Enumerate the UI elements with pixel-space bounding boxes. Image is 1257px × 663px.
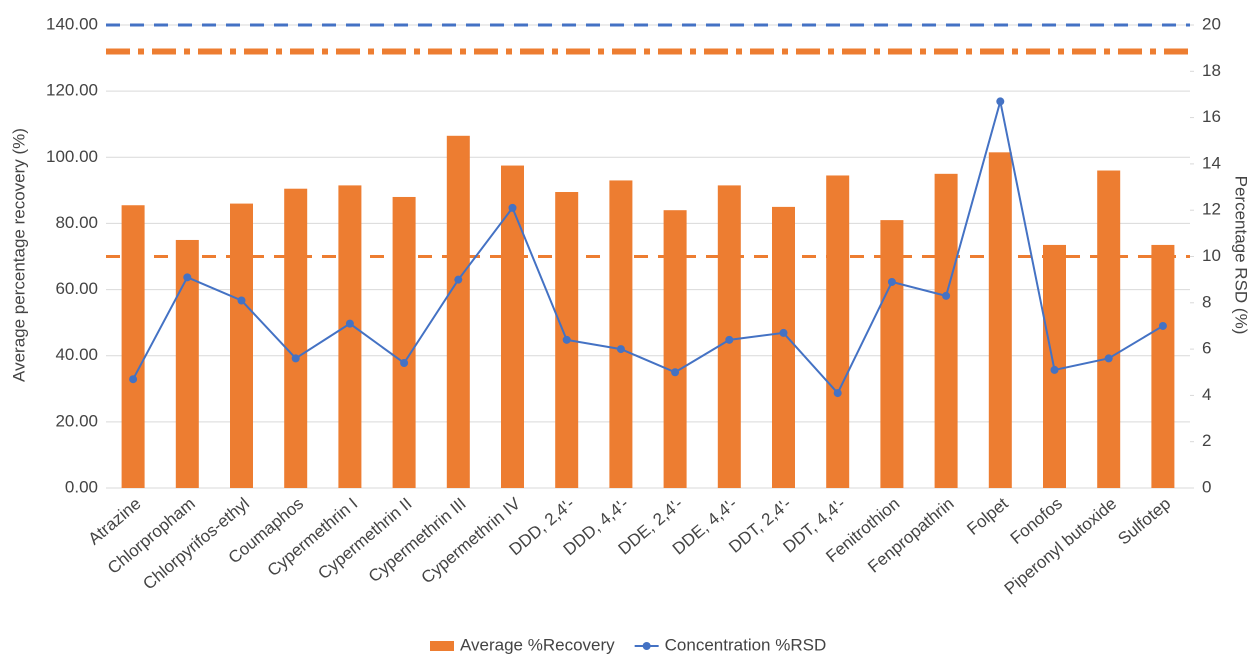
y-tick-label: 140.00 (46, 14, 98, 33)
x-tick-label: Folpet (963, 494, 1012, 539)
bar (663, 210, 687, 488)
y-tick-label: 80.00 (55, 213, 98, 232)
y2-tick-label: 12 (1202, 200, 1221, 219)
line-marker (508, 203, 517, 212)
line-marker (183, 273, 192, 282)
bar (338, 185, 362, 488)
y-tick-label: 0.00 (65, 477, 98, 496)
y2-tick-label: 14 (1202, 153, 1221, 172)
y2-tick-label: 4 (1202, 385, 1211, 404)
legend-swatch (642, 642, 651, 650)
bar (609, 180, 633, 488)
y-tick-label: 100.00 (46, 147, 98, 166)
y-axis-title: Average percentage recovery (%) (9, 128, 28, 382)
line (132, 101, 1164, 395)
line-marker (400, 358, 409, 367)
line-marker (1050, 365, 1059, 374)
line-marker (833, 389, 842, 398)
bar (1097, 170, 1121, 488)
line-marker (454, 275, 463, 284)
bar (501, 165, 524, 488)
bar (934, 173, 958, 489)
x-tick-label: Sulfotep (1114, 494, 1174, 549)
legend-label: Average %Recovery (460, 635, 615, 654)
y-tick-label: 40.00 (55, 345, 98, 364)
y2-tick-label: 18 (1202, 61, 1221, 80)
line-marker (887, 277, 896, 286)
y2-tick-label: 10 (1202, 246, 1221, 265)
line-marker (996, 97, 1005, 106)
bar (988, 152, 1012, 488)
y2-axis-title: Percentage RSD (%) (1232, 176, 1251, 335)
y-tick-label: 20.00 (55, 411, 98, 430)
y-tick-label: 60.00 (55, 279, 98, 298)
y2-tick-label: 6 (1202, 339, 1211, 358)
line-marker (562, 335, 571, 344)
line-marker (237, 296, 246, 305)
y2-tick-label: 2 (1202, 431, 1211, 450)
line-marker (616, 345, 625, 354)
y2-tick-label: 16 (1202, 107, 1221, 126)
bar (121, 205, 145, 488)
legend-label: Concentration %RSD (665, 635, 827, 654)
line-marker (725, 335, 734, 344)
x-tick-label: Cypermethrin II (314, 494, 415, 583)
x-tick-label: Cypermethrin IV (418, 494, 525, 588)
bar (880, 220, 904, 488)
y-tick-label: 120.00 (46, 81, 98, 100)
bar (284, 188, 308, 489)
y2-tick-label: 8 (1202, 292, 1211, 311)
y2-tick-label: 0 (1202, 477, 1211, 496)
line-marker (345, 319, 354, 328)
line-marker (942, 291, 951, 300)
legend-swatch (430, 641, 454, 651)
bar (772, 206, 795, 488)
line-marker (291, 354, 300, 363)
bar (446, 135, 470, 488)
bar (175, 239, 199, 488)
bar (392, 196, 416, 488)
bar (1151, 244, 1175, 488)
bar (230, 203, 253, 489)
line-marker (779, 328, 788, 337)
y2-tick-label: 20 (1202, 14, 1221, 33)
line-marker (1158, 321, 1167, 330)
bar (826, 175, 850, 488)
line-marker (671, 368, 680, 377)
line-marker (129, 375, 138, 384)
line-marker (1104, 354, 1113, 363)
